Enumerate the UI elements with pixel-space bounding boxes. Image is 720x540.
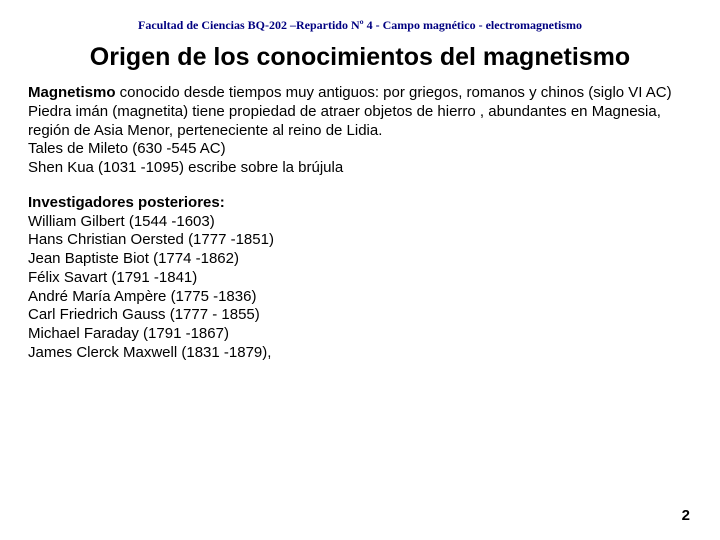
intro-line-2: Piedra imán (magnetita) tiene propiedad … [28,103,692,141]
researcher-item: Carl Friedrich Gauss (1777 - 1855) [28,306,692,325]
course-header: Facultad de Ciencias BQ-202 –Repartido N… [28,18,692,33]
intro-line-1: Magnetismo conocido desde tiempos muy an… [28,84,692,103]
researcher-item: André María Ampère (1775 -1836) [28,288,692,307]
intro-line-3: Tales de Mileto (630 -545 AC) [28,140,692,159]
slide-page: Facultad de Ciencias BQ-202 –Repartido N… [0,0,720,540]
intro-lead-bold: Magnetismo [28,84,116,101]
spacer [28,178,692,194]
researcher-item: Jean Baptiste Biot (1774 -1862) [28,250,692,269]
researchers-block: Investigadores posteriores: William Gilb… [28,194,692,363]
slide-title: Origen de los conocimientos del magnetis… [28,43,692,72]
researcher-item: James Clerck Maxwell (1831 -1879), [28,344,692,363]
researcher-item: Michael Faraday (1791 -1867) [28,325,692,344]
intro-lead-rest: conocido desde tiempos muy antiguos: por… [116,84,672,101]
researcher-item: Hans Christian Oersted (1777 -1851) [28,231,692,250]
page-number: 2 [682,507,690,524]
intro-block: Magnetismo conocido desde tiempos muy an… [28,84,692,178]
researcher-item: Félix Savart (1791 -1841) [28,269,692,288]
intro-line-4: Shen Kua (1031 -1095) escribe sobre la b… [28,159,692,178]
researcher-item: William Gilbert (1544 -1603) [28,213,692,232]
researchers-heading: Investigadores posteriores: [28,194,692,213]
